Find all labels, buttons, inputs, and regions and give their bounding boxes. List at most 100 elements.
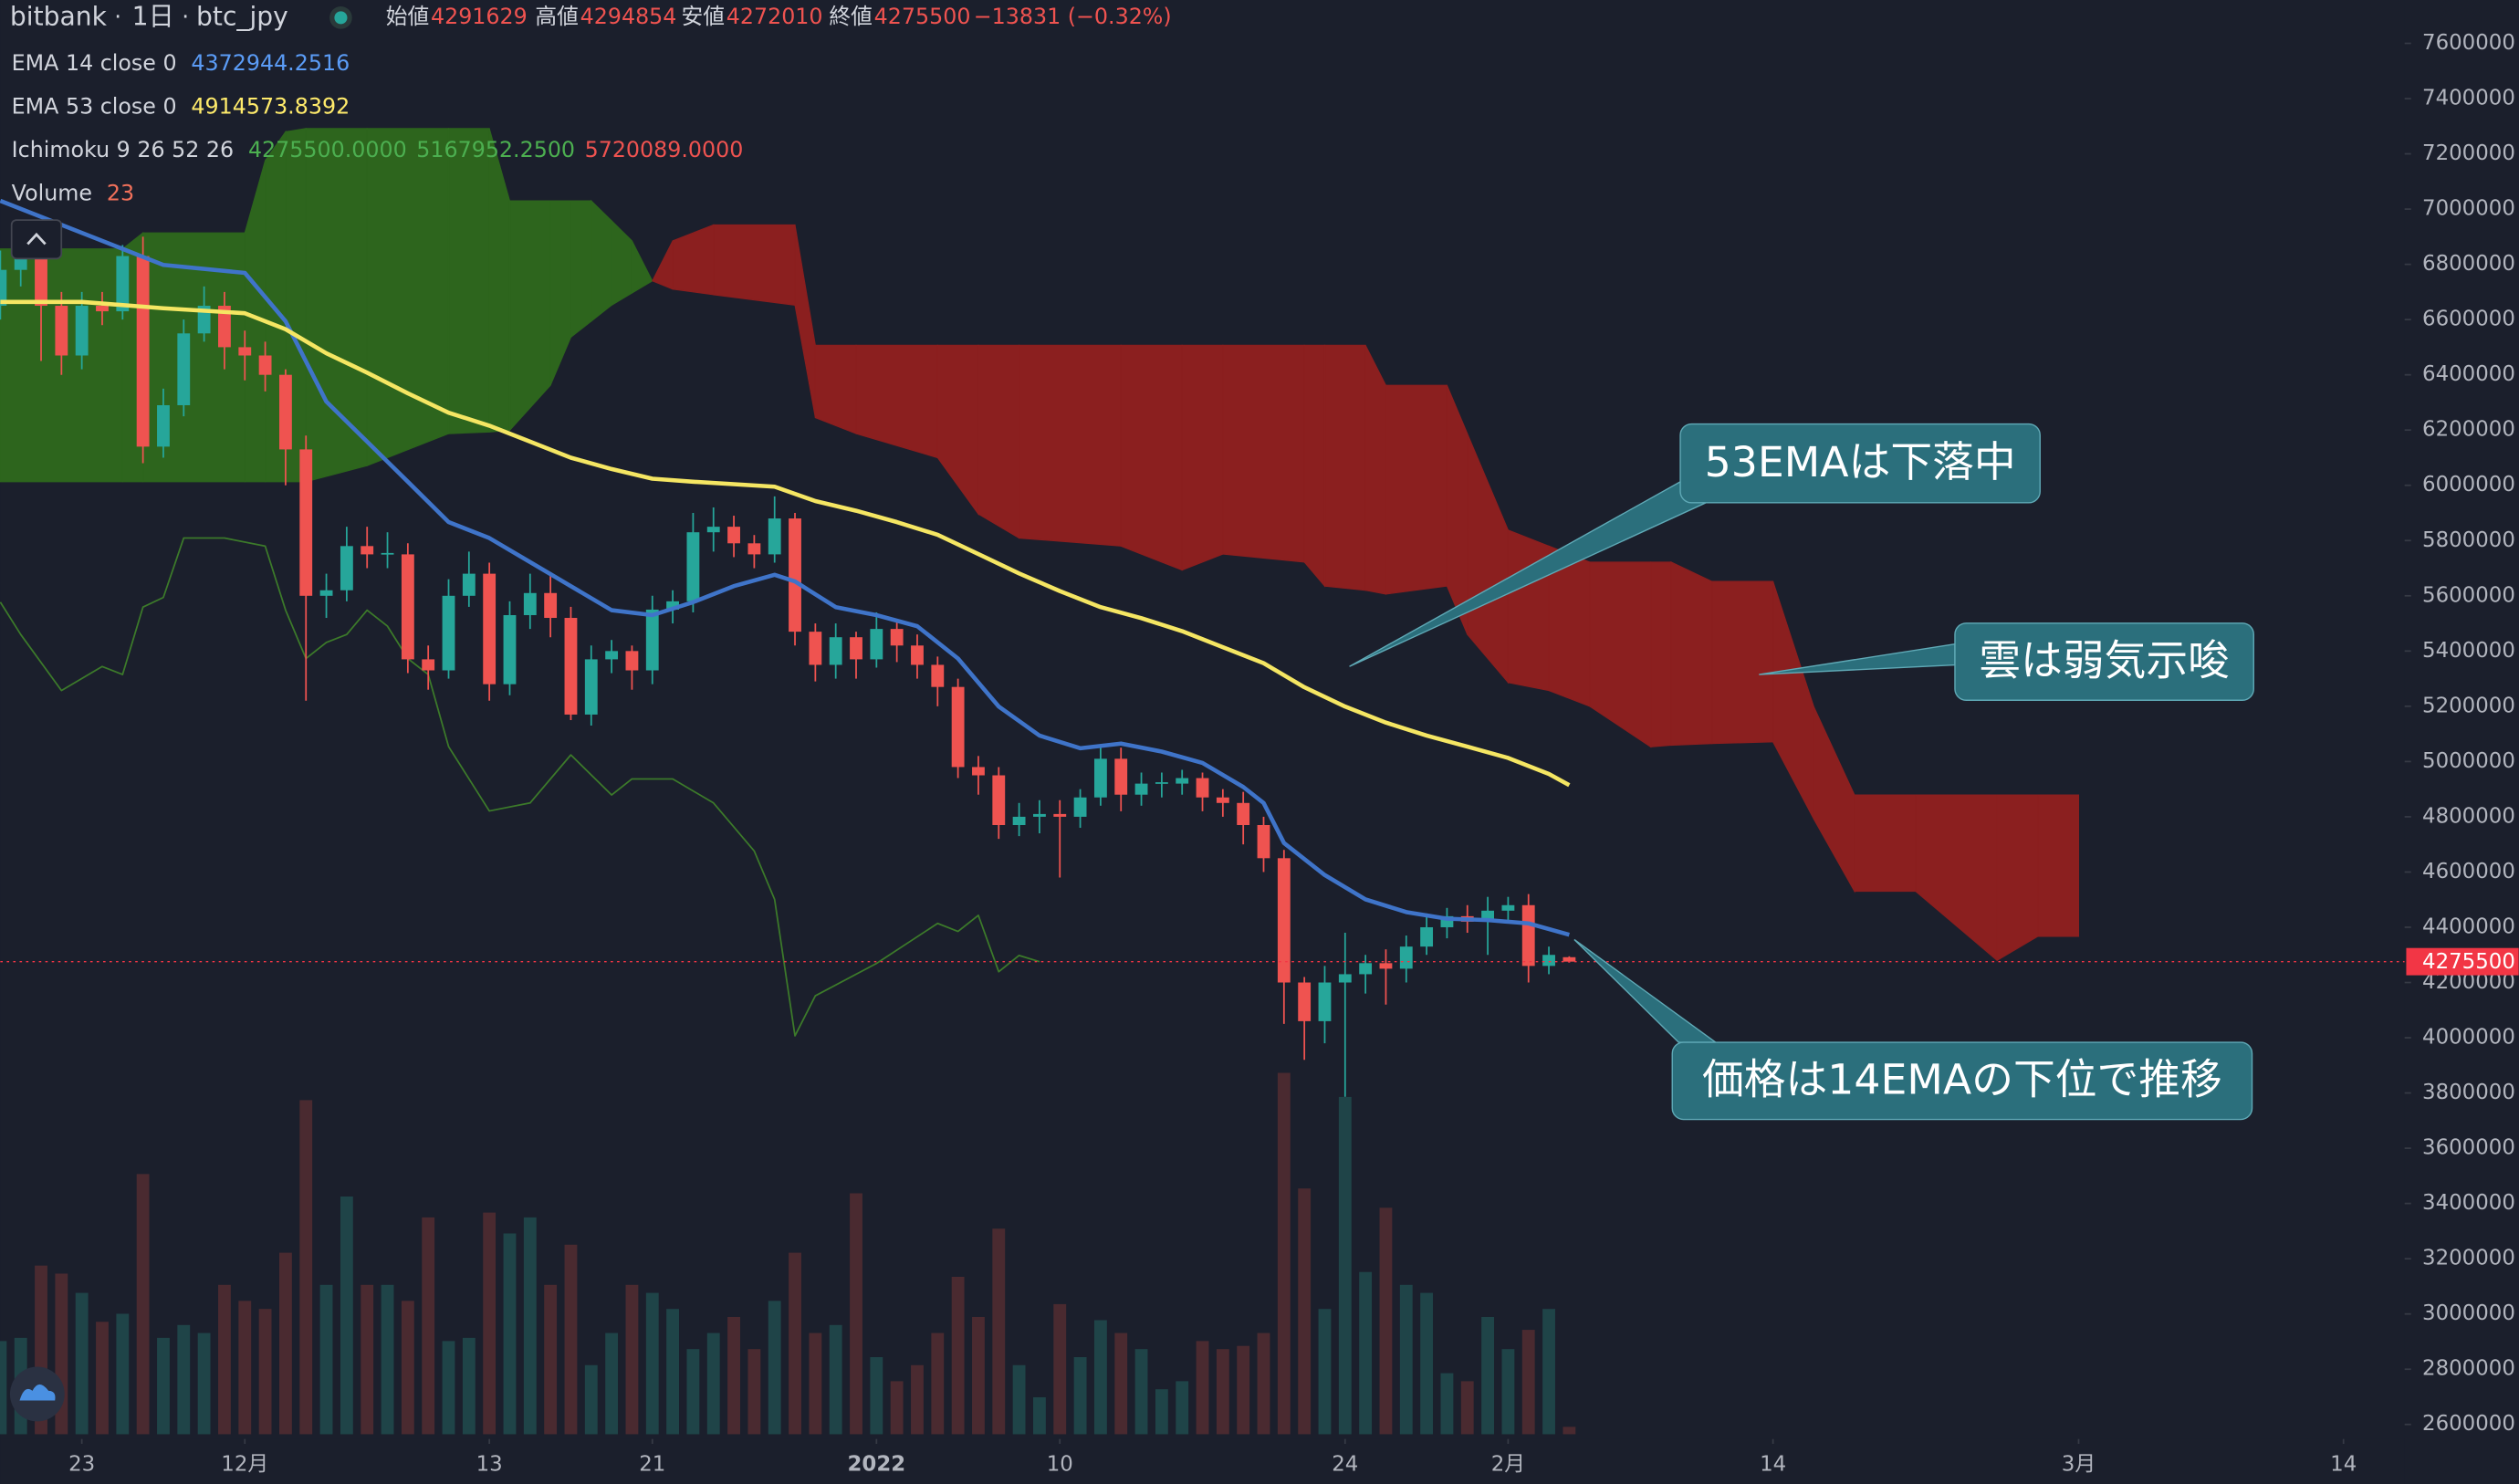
- x-tick-label: 24: [1332, 1452, 1358, 1476]
- cloud-segment: [305, 128, 368, 483]
- volume-bar: [1440, 1373, 1454, 1435]
- volume-bar: [605, 1332, 619, 1435]
- volume-bar: [1338, 1096, 1352, 1435]
- candle-body: [483, 573, 496, 685]
- volume-bar: [850, 1193, 862, 1435]
- candle-body: [1053, 813, 1067, 817]
- volume-bar: [1196, 1341, 1209, 1435]
- y-tick-label: 2600000: [2422, 1412, 2515, 1436]
- close-value: 4275500: [874, 4, 971, 29]
- callout-text: 53EMAは下落中: [1705, 438, 2016, 486]
- open-label: 始値: [386, 4, 430, 29]
- candle-body: [1298, 982, 1312, 1021]
- x-tick-label: 14: [2330, 1452, 2357, 1476]
- candle-body: [278, 374, 292, 450]
- collapse-icon: [26, 232, 47, 246]
- interval: 1日: [132, 1, 174, 31]
- volume-bar: [706, 1332, 720, 1435]
- candle-body: [299, 449, 313, 596]
- candle-body: [136, 256, 150, 447]
- price-axis: [2404, 0, 2519, 1484]
- candle-body: [666, 601, 680, 610]
- volume-bar: [503, 1233, 517, 1435]
- volume-bar: [136, 1174, 150, 1435]
- status-dot: [334, 11, 348, 25]
- legend-label: Ichimoku 9 26 52 26: [12, 137, 234, 162]
- candle-body: [523, 592, 537, 615]
- callout-box: [1954, 622, 2254, 701]
- volume-bar: [1114, 1332, 1128, 1435]
- volume-bar: [564, 1244, 578, 1435]
- y-tick-label: 3600000: [2422, 1136, 2515, 1160]
- volume-bar: [278, 1252, 292, 1435]
- y-tick-label: 6400000: [2422, 362, 2515, 386]
- candle-body: [116, 256, 130, 312]
- separator: ·: [182, 3, 189, 29]
- volume-bar: [116, 1313, 130, 1435]
- y-tick-label: 3200000: [2422, 1247, 2515, 1270]
- candle-body: [340, 546, 353, 590]
- legend-label: Volume: [12, 180, 92, 205]
- volume-bar: [381, 1284, 394, 1435]
- y-tick-label: 7600000: [2422, 31, 2515, 55]
- candle-body: [727, 527, 740, 544]
- y-tick-label: 4000000: [2422, 1026, 2515, 1050]
- candle-body: [1379, 963, 1393, 969]
- candle-body: [1093, 758, 1107, 798]
- volume-bar: [686, 1349, 700, 1435]
- volume-bar: [1216, 1349, 1229, 1435]
- candle-body: [96, 306, 109, 312]
- y-tick-label: 3400000: [2422, 1191, 2515, 1215]
- volume-bar: [1481, 1316, 1494, 1435]
- volume-bar: [218, 1284, 231, 1435]
- legend-value: 5167952.2500: [416, 137, 575, 162]
- y-tick-label: 6600000: [2422, 308, 2515, 331]
- volume-bar: [747, 1349, 761, 1435]
- callout-box: [1671, 1041, 2253, 1121]
- cloud-segment: [1650, 561, 1672, 747]
- volume-bar: [1134, 1349, 1148, 1435]
- volume-bar: [197, 1332, 211, 1435]
- collapse-button[interactable]: [10, 219, 63, 260]
- candle-body: [35, 256, 47, 307]
- candle-body: [1542, 955, 1555, 967]
- candle-body: [75, 306, 89, 356]
- candle-body: [1196, 778, 1209, 798]
- volume-bar: [951, 1276, 965, 1435]
- candle-body: [645, 609, 659, 671]
- candle-body: [911, 645, 924, 665]
- cloud-segment: [814, 344, 857, 434]
- x-tick-label: 12月: [221, 1452, 268, 1476]
- high-value: 4294854: [580, 4, 677, 29]
- candle-body: [55, 306, 68, 356]
- candle-body: [1338, 974, 1352, 983]
- candle-body: [625, 651, 639, 671]
- cloud-segment: [447, 128, 490, 434]
- volume-bar: [1176, 1381, 1189, 1435]
- candle-body: [258, 355, 272, 375]
- volume-bar: [1033, 1396, 1046, 1435]
- volume-bar: [972, 1316, 985, 1435]
- volume-bar: [1053, 1303, 1067, 1435]
- volume-bar: [829, 1324, 842, 1435]
- candle-body: [442, 595, 455, 671]
- x-tick-label: 23: [68, 1452, 95, 1476]
- volume-bar: [422, 1217, 435, 1435]
- volume-bar: [1460, 1381, 1474, 1435]
- candle-body: [422, 659, 435, 671]
- volume-bar: [1257, 1332, 1270, 1435]
- candle-body: [1237, 802, 1250, 826]
- volume-bar: [75, 1292, 89, 1435]
- volume-bar: [1542, 1309, 1555, 1435]
- time-axis: [0, 1438, 2405, 1484]
- candle-body: [686, 532, 700, 601]
- separator: ·: [114, 3, 121, 29]
- volume-bar: [1379, 1207, 1393, 1435]
- close-label: 終値: [829, 4, 873, 29]
- candle-body: [1501, 904, 1515, 911]
- volume-bar: [768, 1301, 781, 1435]
- candle-body: [319, 590, 333, 596]
- candle-body: [401, 554, 414, 660]
- candle-body: [157, 404, 170, 447]
